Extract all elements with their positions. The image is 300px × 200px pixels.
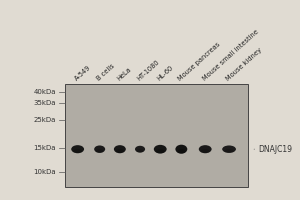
Text: 25kDa: 25kDa [34,117,56,123]
Text: Mouse small intestine: Mouse small intestine [201,29,260,82]
Ellipse shape [224,149,234,153]
Bar [65,84,248,187]
Text: HT-1080: HT-1080 [136,59,160,82]
Text: B cells: B cells [96,63,116,82]
Ellipse shape [136,149,144,153]
Text: Mouse pancreas: Mouse pancreas [177,41,222,82]
Ellipse shape [222,145,236,153]
Text: 10kDa: 10kDa [33,169,56,175]
Ellipse shape [94,145,105,153]
Ellipse shape [135,146,145,153]
Text: 35kDa: 35kDa [34,100,56,106]
Text: 40kDa: 40kDa [34,89,56,95]
Text: Mouse kidney: Mouse kidney [225,47,263,82]
Text: A-549: A-549 [74,65,92,82]
Text: DNAJC19: DNAJC19 [259,145,292,154]
Text: 15kDa: 15kDa [34,145,56,151]
Ellipse shape [156,149,165,154]
Ellipse shape [199,145,211,153]
Text: HL-60: HL-60 [156,65,175,82]
Ellipse shape [96,149,104,153]
Ellipse shape [201,149,210,153]
Ellipse shape [176,145,187,154]
Ellipse shape [116,149,124,153]
Ellipse shape [73,149,82,153]
Text: HeLa: HeLa [116,66,132,82]
Ellipse shape [154,145,167,154]
Ellipse shape [114,145,126,153]
Ellipse shape [71,145,84,153]
Ellipse shape [177,149,185,154]
